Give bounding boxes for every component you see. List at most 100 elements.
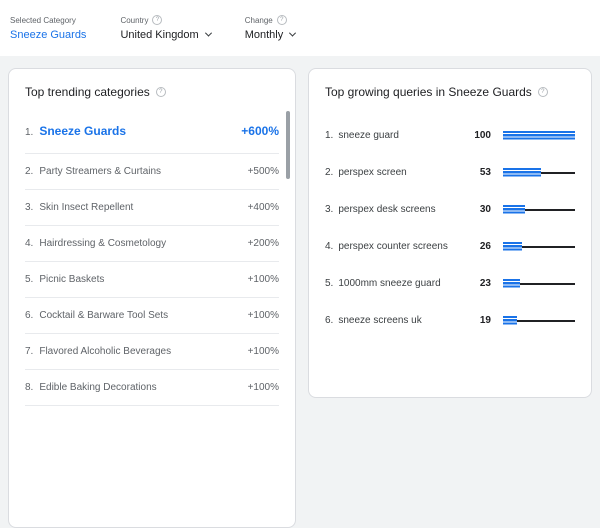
query-rank: 5. <box>325 278 334 289</box>
trend-rank: 3. <box>25 202 34 213</box>
change-value: Monthly <box>244 29 284 41</box>
trend-change: +600% <box>241 124 279 138</box>
trending-card-title: Top trending categories <box>25 85 150 99</box>
query-name: perspex desk screens <box>338 204 436 215</box>
query-bar <box>503 205 575 214</box>
query-bar-fill <box>503 168 542 177</box>
country-value: United Kingdom <box>120 29 199 41</box>
change-info-icon[interactable]: ? <box>276 15 287 25</box>
trend-rank: 4. <box>25 238 34 249</box>
query-row: 3. perspex desk screens 30 <box>325 191 575 228</box>
trend-rank: 8. <box>25 382 34 393</box>
country-label: Country <box>120 15 149 25</box>
trending-row[interactable]: 2. Party Streamers & Curtains +500% <box>25 154 279 190</box>
query-bar <box>503 131 575 140</box>
query-bar-fill <box>503 242 522 251</box>
query-bar <box>503 316 575 325</box>
query-row: 4. perspex counter screens 26 <box>325 228 575 265</box>
query-value: 53 <box>479 167 491 178</box>
query-bar-fill <box>503 316 517 325</box>
trend-change: +100% <box>247 310 279 321</box>
query-name: 1000mm sneeze guard <box>338 278 441 289</box>
trend-change: +100% <box>247 274 279 285</box>
trend-name: Party Streamers & Curtains <box>39 166 162 177</box>
main-content: Top trending categories ? 1. Sneeze Guar… <box>0 56 600 528</box>
trending-categories-card: Top trending categories ? 1. Sneeze Guar… <box>8 68 296 528</box>
trend-rank: 7. <box>25 346 34 357</box>
query-rank: 4. <box>325 241 334 252</box>
trend-name: Flavored Alcoholic Beverages <box>39 346 172 357</box>
filter-bar: Selected Category Sneeze Guards Country … <box>0 0 600 56</box>
query-rank: 2. <box>325 167 334 178</box>
trend-name: Picnic Baskets <box>39 274 105 285</box>
filter-change: Change ? Monthly <box>244 15 297 41</box>
trending-row[interactable]: 8. Edible Baking Decorations +100% <box>25 370 279 406</box>
change-label: Change <box>244 15 273 25</box>
query-bar <box>503 168 575 177</box>
query-rank: 1. <box>325 130 334 141</box>
trend-name: Edible Baking Decorations <box>39 382 157 393</box>
trend-rank: 5. <box>25 274 34 285</box>
trending-info-icon[interactable]: ? <box>155 87 166 97</box>
trending-list: 1. Sneeze Guards +600% 2. Party Streamer… <box>9 109 295 406</box>
chevron-down-icon <box>204 29 212 37</box>
query-name: sneeze guard <box>338 130 399 141</box>
query-name: perspex screen <box>338 167 407 178</box>
query-bar <box>503 279 575 288</box>
query-rank: 6. <box>325 315 334 326</box>
trend-name: Hairdressing & Cosmetology <box>39 238 167 249</box>
trend-rank: 6. <box>25 310 34 321</box>
scrollbar-thumb[interactable] <box>286 111 290 179</box>
query-value: 19 <box>479 315 491 326</box>
selected-category-value[interactable]: Sneeze Guards <box>10 29 86 41</box>
trend-change: +100% <box>247 346 279 357</box>
query-rank: 3. <box>325 204 334 215</box>
trend-rank: 1. <box>25 127 34 138</box>
query-value: 30 <box>479 204 491 215</box>
trend-change: +400% <box>247 202 279 213</box>
country-dropdown[interactable]: United Kingdom <box>120 29 212 41</box>
selected-category-text: Sneeze Guards <box>10 28 87 41</box>
query-row: 6. sneeze screens uk 19 <box>325 302 575 339</box>
trend-name: Skin Insect Repellent <box>39 202 134 213</box>
query-bar-fill <box>503 205 525 214</box>
query-bar-rest <box>541 171 575 174</box>
query-name: sneeze screens uk <box>338 315 422 326</box>
query-bar-rest <box>519 282 575 285</box>
query-value: 26 <box>479 241 491 252</box>
trend-name: Cocktail & Barware Tool Sets <box>39 310 169 321</box>
query-list: 1. sneeze guard 100 2. perspex screen 53… <box>309 109 591 339</box>
query-bar-rest <box>521 245 575 248</box>
chevron-down-icon <box>289 29 297 37</box>
trending-row[interactable]: 4. Hairdressing & Cosmetology +200% <box>25 226 279 262</box>
query-name: perspex counter screens <box>338 241 448 252</box>
queries-info-icon[interactable]: ? <box>537 87 548 97</box>
country-info-icon[interactable]: ? <box>152 15 163 25</box>
change-dropdown[interactable]: Monthly <box>244 29 297 41</box>
trending-row[interactable]: 3. Skin Insect Repellent +400% <box>25 190 279 226</box>
query-value: 100 <box>474 130 491 141</box>
trending-row[interactable]: 5. Picnic Baskets +100% <box>25 262 279 298</box>
query-row: 5. 1000mm sneeze guard 23 <box>325 265 575 302</box>
query-row: 2. perspex screen 53 <box>325 154 575 191</box>
selected-category-label: Selected Category <box>10 15 76 25</box>
query-bar <box>503 242 575 251</box>
queries-card-title: Top growing queries in Sneeze Guards <box>325 85 532 99</box>
query-bar-rest <box>516 319 575 322</box>
query-row: 1. sneeze guard 100 <box>325 117 575 154</box>
trend-change: +200% <box>247 238 279 249</box>
growing-queries-card: Top growing queries in Sneeze Guards ? 1… <box>308 68 592 398</box>
trending-row[interactable]: 1. Sneeze Guards +600% <box>25 109 279 154</box>
filter-country: Country ? United Kingdom <box>120 15 212 41</box>
trending-row[interactable]: 6. Cocktail & Barware Tool Sets +100% <box>25 298 279 334</box>
trend-change: +500% <box>247 166 279 177</box>
trending-row[interactable]: 7. Flavored Alcoholic Beverages +100% <box>25 334 279 370</box>
query-bar-rest <box>524 208 575 211</box>
trend-rank: 2. <box>25 166 34 177</box>
trend-change: +100% <box>247 382 279 393</box>
filter-selected-category: Selected Category Sneeze Guards <box>10 16 86 41</box>
query-value: 23 <box>479 278 491 289</box>
trend-name: Sneeze Guards <box>39 124 127 138</box>
query-bar-fill <box>503 131 575 140</box>
query-bar-fill <box>503 279 520 288</box>
